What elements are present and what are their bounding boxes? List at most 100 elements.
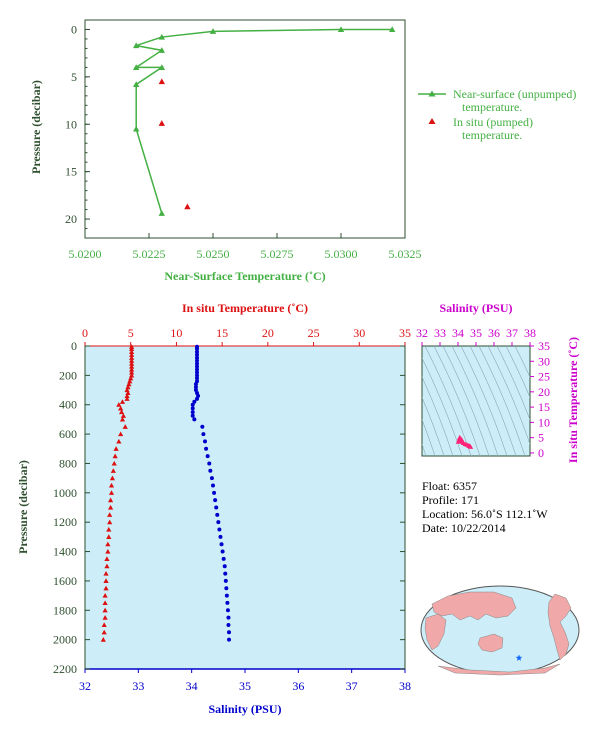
temperature-tick-label: 30 [353, 326, 365, 340]
density-contour [422, 418, 436, 456]
density-contour [478, 346, 526, 456]
density-contour [496, 346, 530, 421]
y-tick-label: 15 [65, 165, 77, 179]
salinity-point [195, 373, 199, 378]
pressure-tick-label: 1800 [53, 603, 77, 617]
salinity-point [200, 424, 205, 429]
temperature-point [101, 622, 107, 628]
in-situ-point [158, 120, 165, 126]
density-contour [422, 357, 463, 456]
temperature-point [124, 396, 130, 401]
legend-entry-near-surface: Near-surface (unpumped) temperature. [453, 87, 576, 114]
near-surface-point [158, 64, 165, 70]
y-tick-label: 10 [65, 117, 77, 131]
temperature-point [125, 390, 131, 396]
salinity-point [195, 367, 199, 372]
temperature-point [105, 548, 111, 554]
temperature-tick-label: 20 [262, 326, 274, 340]
map-land-americas [547, 593, 572, 661]
density-contour [422, 376, 454, 456]
salinity-point [226, 622, 231, 627]
temperature-point [129, 369, 135, 375]
salinity-point [195, 361, 199, 366]
pressure-tick-label: 1000 [53, 486, 77, 500]
temperature-point [100, 637, 106, 642]
salinity-point [218, 534, 223, 539]
salinity-point [205, 454, 210, 459]
temperature-point [127, 378, 133, 384]
density-contour [514, 346, 530, 378]
temperature-point [129, 363, 135, 369]
salinity-point [193, 382, 198, 387]
float-id: Float: 6357 [422, 479, 477, 493]
profile-series [100, 344, 231, 642]
profile-date: Date: 10/22/2014 [422, 521, 506, 535]
temperature-point [128, 375, 134, 381]
temperature-point [118, 405, 124, 411]
x-tick-label: 5.0250 [197, 247, 230, 261]
float-location: Location: 56.0˚S 112.1˚W [422, 507, 548, 521]
near-surface-legend: Near-surface (unpumped) temperature. In s… [418, 87, 576, 142]
near-surface-point [158, 210, 165, 216]
legend-red-triangle-icon [428, 118, 436, 124]
ts-temperature-tick-label: 30 [538, 354, 550, 368]
near-surface-chart: 5.0200 5.0225 5.0250 5.0275 5.0300 5.0325 0 5 10… [29, 19, 576, 283]
salinity-point [223, 571, 228, 576]
ts-temperature-tick-label: 10 [538, 415, 550, 429]
salinity-point [227, 637, 231, 642]
density-contour [422, 443, 427, 456]
ts-temperature-tick-label: 0 [538, 446, 544, 460]
temperature-point [129, 349, 135, 354]
temperature-point [108, 504, 114, 510]
legend-entry-in-situ: In situ (pumped) temperature. [453, 115, 533, 142]
density-contour [460, 346, 508, 456]
temperature-point [119, 399, 126, 404]
density-contour [487, 346, 530, 446]
salinity-point [215, 512, 220, 517]
world-map [420, 585, 580, 676]
profile-number: Profile: 171 [422, 493, 479, 507]
temperature-point [102, 607, 108, 613]
salinity-point [222, 564, 227, 569]
temperature-point [124, 387, 130, 393]
temperature-point [129, 355, 135, 360]
temperature-point [129, 366, 135, 372]
temperature-tick-label: 35 [399, 326, 411, 340]
pressure-tick-label: 1200 [53, 515, 77, 529]
in-situ-point [158, 78, 165, 85]
salinity-point [214, 505, 219, 510]
near-surface-point [389, 26, 396, 33]
temperature-point [102, 592, 108, 598]
ts-temperature-tick-label: 5 [538, 431, 544, 445]
profile-plot-background [84, 345, 406, 670]
salinity-point [195, 364, 199, 369]
temperature-point [102, 600, 108, 606]
temperature-point [129, 358, 135, 363]
ts-series [455, 434, 474, 449]
salinity-point [201, 432, 206, 437]
density-contour [433, 346, 481, 456]
profile-chart: 0 5 10 15 20 25 30 35 32 33 34 35 36 37 38 0 200 400 600 80… [16, 301, 411, 716]
in-situ-point [184, 203, 191, 210]
temperature-point [126, 381, 132, 387]
temperature-point [112, 453, 118, 459]
salinity-point [213, 498, 218, 503]
ts-right-ylabel: In situ Temperature (˚C) [566, 337, 580, 463]
salinity-point [208, 468, 213, 473]
profile-axes: 0 5 10 15 20 25 30 35 32 33 34 35 36 37 38 0 200 400 600 80… [53, 326, 411, 693]
float-location-star-icon [515, 654, 523, 661]
pressure-tick-label: 0 [71, 339, 77, 353]
temperature-point [108, 490, 115, 495]
map-land-africa [424, 613, 447, 651]
temperature-point [107, 512, 113, 517]
near-surface-series [133, 26, 396, 216]
salinity-tick-label: 37 [346, 679, 358, 693]
ts-salinity-tick-label: 35 [470, 326, 482, 340]
salinity-point [193, 385, 198, 390]
near-surface-xlabel: Near-Surface Temperature (˚C) [164, 269, 325, 283]
temperature-point [105, 541, 111, 547]
map-land-australia [477, 633, 504, 653]
temperature-point [102, 615, 108, 620]
